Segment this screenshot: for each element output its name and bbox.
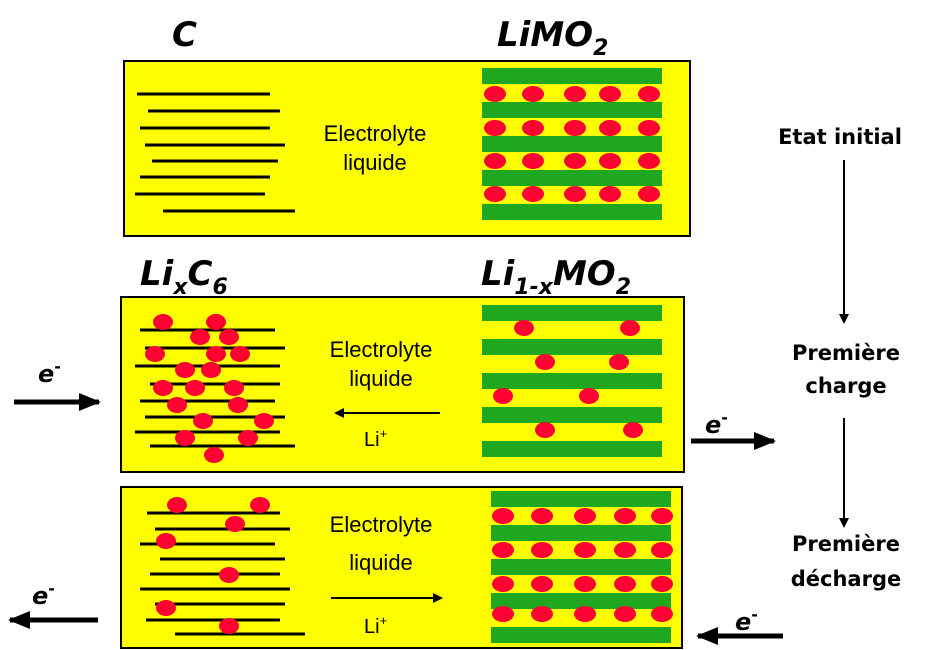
lithium-ion (492, 508, 514, 524)
lithium-ion (599, 153, 621, 169)
lithium-ion (614, 606, 636, 622)
lithium-ions-anode (156, 497, 270, 634)
lithium-ion (638, 186, 660, 202)
lithium-ion (599, 86, 621, 102)
oxide-layer (491, 491, 671, 507)
lithium-ion (522, 86, 544, 102)
li-ion-label: Li+ (364, 426, 387, 451)
electron-label: e- (705, 408, 728, 439)
oxide-layer (482, 170, 662, 186)
lithium-ion (531, 576, 553, 592)
lithium-ion (574, 542, 596, 558)
oxide-layer (491, 525, 671, 541)
electron-label: e- (735, 605, 758, 636)
lithium-ion (522, 186, 544, 202)
panel-charge: Electrolyte liquide Li+ (120, 296, 685, 473)
oxide-layer (482, 373, 662, 389)
state-discharge-label-2: décharge (791, 567, 901, 591)
lithium-ions (484, 86, 660, 202)
lithium-ion (651, 606, 673, 622)
lithium-ion (492, 542, 514, 558)
electron-label: e- (32, 579, 55, 610)
lithium-ion (574, 508, 596, 524)
lithium-ion (531, 542, 553, 558)
lithium-ion (564, 120, 586, 136)
lithium-ion (574, 576, 596, 592)
lithium-ion (638, 86, 660, 102)
lithium-ion (574, 606, 596, 622)
oxide-layer (482, 339, 662, 355)
lithium-ion (614, 508, 636, 524)
lithium-ion (638, 120, 660, 136)
lithium-ion (564, 186, 586, 202)
oxide-layer (491, 559, 671, 575)
lithium-ion (531, 606, 553, 622)
state-charge-label-1: Première (792, 341, 900, 365)
state-discharge-label-1: Première (792, 532, 900, 556)
lithium-ion (522, 153, 544, 169)
lithium-ions-cathode (493, 320, 643, 438)
state-charge-label-2: charge (805, 374, 886, 398)
lithium-ion (531, 508, 553, 524)
lithium-ion (651, 508, 673, 524)
oxide-layer (482, 68, 662, 84)
electrolyte-label-1: Electrolyte (330, 512, 433, 537)
electrolyte-label-2: liquide (349, 366, 413, 391)
oxide-layers (491, 491, 671, 643)
oxide-layer (491, 627, 671, 643)
lithium-ion (484, 153, 506, 169)
oxide-layers (482, 68, 662, 220)
electron-label: e- (38, 357, 61, 388)
lithium-ion (522, 120, 544, 136)
graphite-layers (135, 92, 295, 213)
panel-initial: Electrolyte liquide (123, 60, 691, 237)
electrolyte-label-1: Electrolyte (330, 337, 433, 362)
lithium-ion (651, 576, 673, 592)
oxide-layer (482, 407, 662, 423)
electrolyte-label-2: liquide (349, 550, 413, 575)
lithium-ion (651, 542, 673, 558)
lithium-ion (614, 542, 636, 558)
state-initial-label: Etat initial (778, 125, 902, 149)
electron-out-discharge: e- (8, 579, 98, 629)
electrolyte-label-1: Electrolyte (324, 121, 427, 146)
li-ion-label: Li+ (364, 613, 387, 638)
electron-out-charge: e- (691, 408, 776, 450)
lithium-ion (614, 576, 636, 592)
lithium-ions-cathode (492, 508, 673, 622)
panel-discharge: Electrolyte liquide Li+ (120, 486, 683, 649)
cathode-label-li1xmo2: Li1-xMO2 (481, 254, 631, 300)
oxide-layers (482, 305, 662, 457)
lithium-ion (564, 153, 586, 169)
oxide-layer (491, 593, 671, 609)
oxide-layer (482, 441, 662, 457)
lithium-ion (564, 86, 586, 102)
lithium-ion (599, 186, 621, 202)
electron-in-charge: e- (14, 357, 101, 411)
lithium-ion (492, 576, 514, 592)
oxide-layer (482, 102, 662, 118)
lithium-ion (599, 120, 621, 136)
electrolyte-label-2: liquide (343, 150, 407, 175)
lithium-ion (484, 86, 506, 102)
anode-label-c: C (172, 15, 197, 55)
lithium-ion (484, 186, 506, 202)
lithium-ion (484, 120, 506, 136)
oxide-layer (482, 136, 662, 152)
lithium-ion (492, 606, 514, 622)
cathode-label-limo2: LiMO2 (497, 15, 608, 61)
electron-in-discharge: e- (696, 605, 783, 645)
lithium-ions-anode (145, 314, 274, 463)
anode-label-lixc6: LixC6 (140, 254, 228, 300)
oxide-layer (482, 204, 662, 220)
oxide-layer (482, 305, 662, 321)
lithium-ion (638, 153, 660, 169)
